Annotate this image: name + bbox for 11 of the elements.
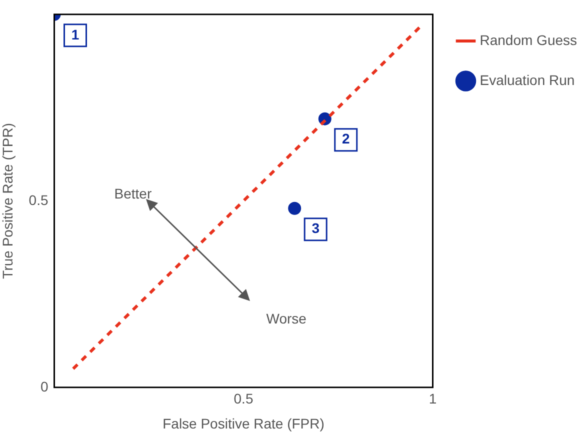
point bbox=[288, 202, 302, 215]
annotation: Worse bbox=[266, 310, 307, 326]
legend-label: Evaluation Run bbox=[480, 72, 575, 88]
y-tick-label: 0 bbox=[40, 378, 48, 394]
x-axis-title: False Positive Rate (FPR) bbox=[162, 415, 324, 432]
annotation: 3 bbox=[312, 220, 320, 236]
annotation: 2 bbox=[342, 130, 350, 147]
annotation: Better bbox=[114, 185, 152, 202]
annotation: 1 bbox=[71, 26, 80, 42]
legend-label: Random Guess bbox=[480, 32, 578, 48]
y-axis-title: True Positive Rate (TPR) bbox=[0, 122, 16, 279]
